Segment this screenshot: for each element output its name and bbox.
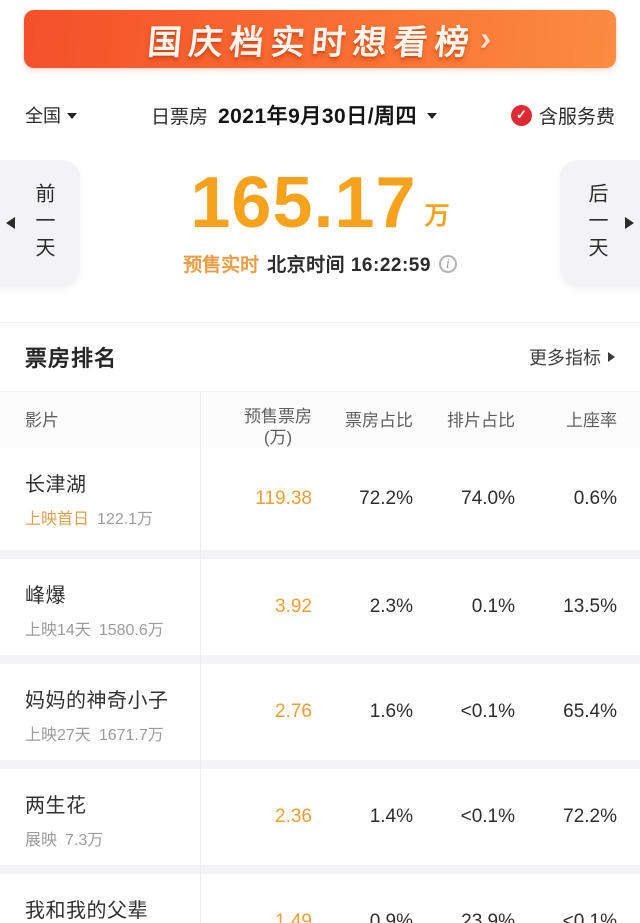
table-header-row: 影片 预售票房 (万) 票房占比 排片占比 上座率 bbox=[0, 392, 640, 448]
region-selector[interactable]: 全国 bbox=[25, 102, 77, 128]
caret-down-icon bbox=[427, 113, 438, 119]
movie-cell[interactable]: 两生花 展映 7.3万 bbox=[0, 769, 200, 865]
arrow-right-icon bbox=[625, 217, 634, 229]
ranking-section-header: 票房排名 更多指标 bbox=[0, 323, 640, 391]
movie-release-status: 展映 bbox=[25, 832, 58, 849]
beijing-time-label: 北京时间 16:22:59 bbox=[267, 255, 431, 276]
chevron-right-icon: › bbox=[478, 19, 494, 58]
arrow-left-icon bbox=[6, 217, 15, 229]
movie-subtitle: 展映 7.3万 bbox=[25, 826, 200, 850]
movie-title: 长津湖 bbox=[25, 474, 87, 496]
column-header-box-share: 票房占比 bbox=[345, 411, 413, 430]
movie-total-boxoffice: 7.3万 bbox=[65, 832, 104, 849]
more-metrics-label: 更多指标 bbox=[529, 348, 601, 368]
presale-realtime-label: 预售实时 bbox=[183, 255, 260, 276]
table-row: 长津湖 上映首日 122.1万 119.38 72.2% 74.0% 0.6% bbox=[0, 448, 640, 559]
presale-value: 2.76 bbox=[275, 701, 312, 722]
row-separator bbox=[0, 760, 640, 769]
next-day-label: 后一天 bbox=[585, 182, 607, 264]
total-amount-unit: 万 bbox=[424, 202, 450, 230]
column-header-presale: 预售票房 (万) bbox=[244, 407, 312, 447]
column-header-movie: 影片 bbox=[25, 411, 59, 430]
movie-total-boxoffice: 1580.6万 bbox=[98, 622, 164, 639]
previous-day-label: 前一天 bbox=[32, 182, 54, 264]
total-amount-value: 165.17 bbox=[190, 163, 417, 243]
attendance-value: 72.2% bbox=[563, 806, 617, 827]
movie-title: 峰爆 bbox=[25, 585, 66, 607]
region-label: 全国 bbox=[25, 106, 61, 126]
date-selector[interactable]: 日票房 2021年9月30日/周四 bbox=[150, 100, 438, 130]
arrow-right-icon bbox=[608, 352, 615, 362]
screen-share-value: 0.1% bbox=[471, 596, 515, 617]
filter-bar: 全国 日票房 2021年9月30日/周四 ✓ 含服务费 bbox=[0, 90, 640, 140]
next-day-button[interactable]: 后一天 bbox=[560, 160, 640, 286]
movie-cell[interactable]: 妈妈的神奇小子 上映27天 1671.7万 bbox=[0, 664, 200, 760]
movie-subtitle: 上映27天 1671.7万 bbox=[25, 721, 200, 745]
movie-release-status: 上映首日 bbox=[25, 511, 90, 528]
screen-share-value: <0.1% bbox=[460, 701, 515, 722]
box-share-value: 2.3% bbox=[369, 596, 413, 617]
service-fee-label: 含服务费 bbox=[538, 106, 615, 128]
movie-cell[interactable]: 峰爆 上映14天 1580.6万 bbox=[0, 559, 200, 655]
box-share-value: 1.4% bbox=[369, 806, 413, 827]
column-header-screen-share: 排片占比 bbox=[447, 411, 515, 430]
presale-value: 3.92 bbox=[275, 596, 312, 617]
daily-total-section: 前一天 165.17 万 预售实时 北京时间 16:22:59 i 后一天 bbox=[0, 156, 640, 290]
screen-share-value: 74.0% bbox=[461, 488, 515, 509]
table-row: 妈妈的神奇小子 上映27天 1671.7万 2.76 1.6% <0.1% 65.… bbox=[0, 664, 640, 769]
movie-release-status: 上映27天 bbox=[25, 727, 91, 744]
box-share-value: 0.9% bbox=[369, 911, 413, 923]
service-fee-check-icon: ✓ bbox=[510, 104, 532, 126]
movie-title: 两生花 bbox=[25, 795, 87, 817]
service-fee-toggle[interactable]: ✓ 含服务费 bbox=[510, 102, 615, 129]
presale-value: 119.38 bbox=[255, 488, 312, 509]
movie-total-boxoffice: 1671.7万 bbox=[98, 727, 164, 744]
previous-day-button[interactable]: 前一天 bbox=[0, 160, 80, 286]
table-row: 两生花 展映 7.3万 2.36 1.4% <0.1% 72.2% bbox=[0, 769, 640, 874]
movie-cell[interactable]: 长津湖 上映首日 122.1万 bbox=[0, 448, 200, 550]
attendance-value: 65.4% bbox=[563, 701, 617, 722]
more-metrics-button[interactable]: 更多指标 bbox=[529, 344, 615, 370]
total-amount-block: 165.17 万 预售实时 北京时间 16:22:59 i bbox=[0, 156, 640, 277]
row-separator bbox=[0, 865, 640, 874]
info-icon[interactable]: i bbox=[438, 254, 457, 273]
section-title: 票房排名 bbox=[25, 346, 118, 371]
attendance-value: 0.6% bbox=[573, 488, 617, 509]
movie-title: 我和我的父辈 bbox=[25, 900, 148, 922]
caret-down-icon bbox=[67, 113, 77, 119]
national-day-wishlist-banner[interactable]: 国庆档实时想看榜 › bbox=[24, 10, 616, 68]
table-row: 峰爆 上映14天 1580.6万 3.92 2.3% 0.1% 13.5% bbox=[0, 559, 640, 664]
date-label: 2021年9月30日/周四 bbox=[217, 105, 418, 128]
section-divider bbox=[0, 322, 640, 323]
box-share-value: 72.2% bbox=[359, 488, 413, 509]
presale-value: 1.49 bbox=[275, 911, 312, 923]
table-body: 长津湖 上映首日 122.1万 119.38 72.2% 74.0% 0.6% 峰… bbox=[0, 448, 640, 923]
column-header-attendance: 上座率 bbox=[566, 411, 617, 430]
movie-subtitle: 上映14天 1580.6万 bbox=[25, 616, 200, 640]
movie-subtitle: 上映首日 122.1万 bbox=[25, 505, 200, 529]
attendance-value: 13.5% bbox=[563, 596, 617, 617]
movie-release-status: 上映14天 bbox=[25, 622, 91, 639]
box-share-value: 1.6% bbox=[369, 701, 413, 722]
attendance-value: <0.1% bbox=[562, 911, 617, 923]
column-divider bbox=[200, 392, 201, 923]
screen-share-value: 23.9% bbox=[461, 911, 515, 923]
row-separator bbox=[0, 655, 640, 664]
screen-share-value: <0.1% bbox=[460, 806, 515, 827]
boxoffice-type-label: 日票房 bbox=[150, 106, 208, 128]
boxoffice-table: 影片 预售票房 (万) 票房占比 排片占比 上座率 长津湖 上映首日 122.1万… bbox=[0, 391, 640, 923]
presale-value: 2.36 bbox=[275, 806, 312, 827]
movie-title: 妈妈的神奇小子 bbox=[25, 690, 169, 712]
row-separator bbox=[0, 550, 640, 559]
banner-title: 国庆档实时想看榜 bbox=[146, 23, 478, 62]
movie-total-boxoffice: 122.1万 bbox=[97, 511, 154, 528]
banner-wrap: 国庆档实时想看榜 › bbox=[0, 0, 640, 68]
